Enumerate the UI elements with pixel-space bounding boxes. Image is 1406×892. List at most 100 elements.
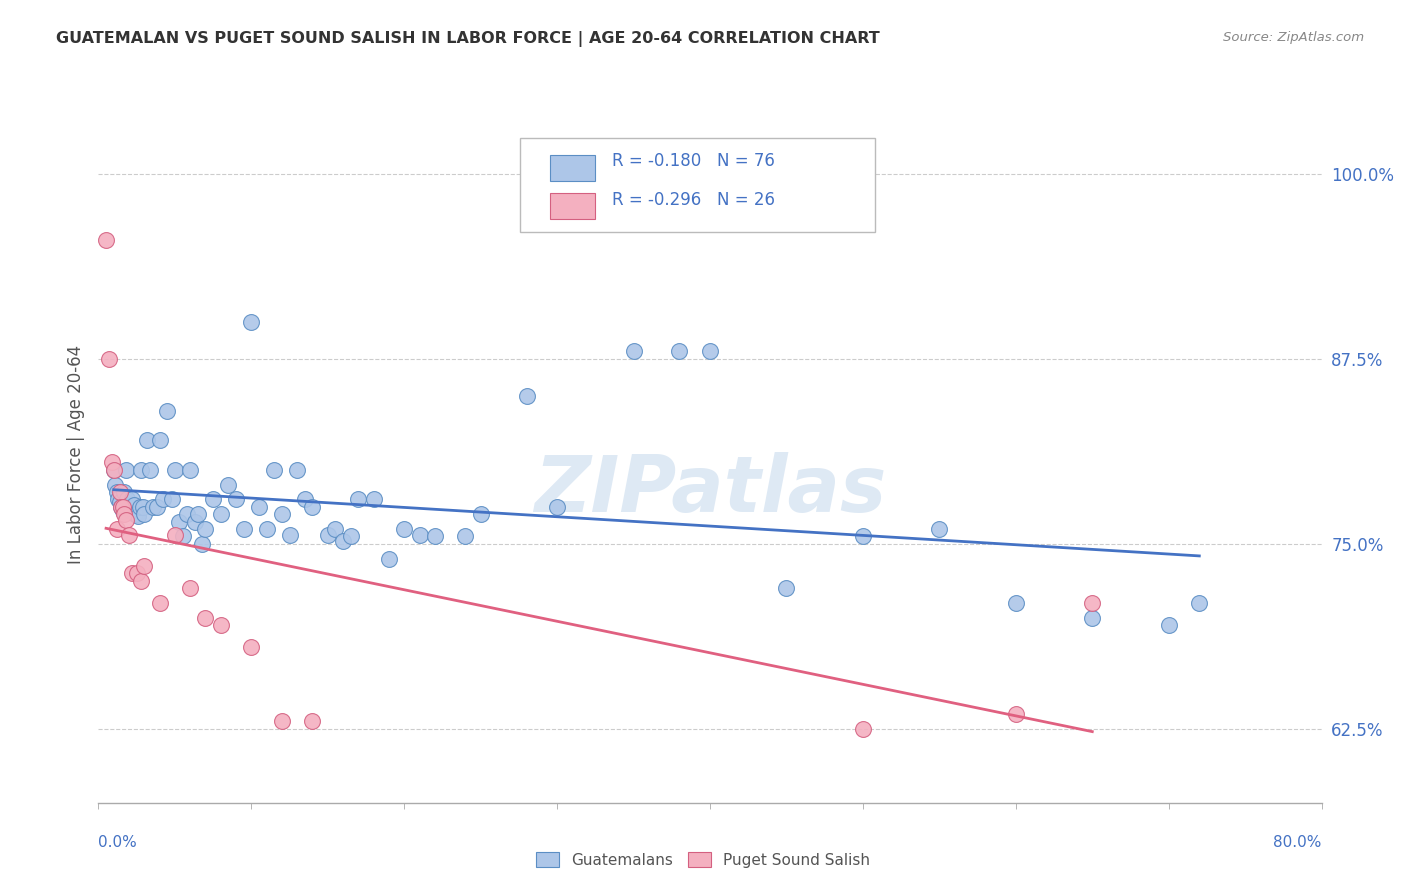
Point <box>121 566 143 581</box>
Point <box>325 522 347 536</box>
Point <box>179 463 201 477</box>
Point <box>347 492 370 507</box>
Point <box>408 528 430 542</box>
Point <box>163 463 186 477</box>
Point <box>105 522 128 536</box>
Point <box>118 528 141 542</box>
Point <box>149 596 172 610</box>
Point <box>1188 596 1211 610</box>
Point <box>232 522 254 536</box>
FancyBboxPatch shape <box>550 155 595 181</box>
Point <box>516 389 538 403</box>
Point <box>163 528 186 542</box>
Point <box>120 504 142 518</box>
Point <box>202 492 225 507</box>
Point <box>104 477 127 491</box>
Point <box>176 507 198 521</box>
Point <box>127 508 149 523</box>
Point <box>107 492 129 507</box>
Point <box>110 500 132 514</box>
Point <box>94 233 117 247</box>
Point <box>378 551 401 566</box>
Point <box>184 515 207 529</box>
Point <box>332 533 354 548</box>
Point <box>103 463 125 477</box>
Point <box>194 611 217 625</box>
Point <box>136 433 159 447</box>
Point <box>129 463 152 477</box>
Point <box>179 581 201 595</box>
Point <box>101 455 124 469</box>
Point <box>142 500 165 514</box>
Point <box>139 463 162 477</box>
Point <box>668 344 690 359</box>
Point <box>111 504 134 518</box>
Text: R = -0.296   N = 26: R = -0.296 N = 26 <box>612 191 775 209</box>
Point <box>775 581 797 595</box>
Point <box>1004 596 1026 610</box>
Point <box>240 640 263 655</box>
Point <box>112 484 135 499</box>
Y-axis label: In Labor Force | Age 20-64: In Labor Force | Age 20-64 <box>66 345 84 565</box>
Point <box>240 315 263 329</box>
Point <box>423 529 446 543</box>
Point <box>699 344 721 359</box>
Text: R = -0.180   N = 76: R = -0.180 N = 76 <box>612 152 775 169</box>
Point <box>134 558 156 573</box>
Point <box>928 522 950 536</box>
Point <box>191 537 214 551</box>
Point <box>1081 596 1104 610</box>
Point <box>623 344 645 359</box>
Point <box>103 463 125 477</box>
Point <box>194 522 217 536</box>
Point <box>285 463 308 477</box>
Point <box>270 507 292 521</box>
Legend: Guatemalans, Puget Sound Salish: Guatemalans, Puget Sound Salish <box>529 844 877 875</box>
Point <box>115 463 138 477</box>
Point <box>115 513 138 527</box>
Point <box>247 500 270 514</box>
Point <box>128 500 150 514</box>
Text: Source: ZipAtlas.com: Source: ZipAtlas.com <box>1223 31 1364 45</box>
Point <box>316 528 339 542</box>
Point <box>105 484 128 499</box>
Point <box>108 484 131 499</box>
Point <box>134 507 156 521</box>
Point <box>149 433 172 447</box>
Point <box>132 500 155 514</box>
Point <box>301 714 323 729</box>
Point <box>256 522 278 536</box>
Point <box>470 507 492 521</box>
Point <box>108 495 131 509</box>
Point <box>121 492 143 507</box>
Point <box>169 515 191 529</box>
Point <box>217 477 239 491</box>
Point <box>172 529 194 543</box>
Text: 80.0%: 80.0% <box>1274 836 1322 850</box>
Point <box>160 492 183 507</box>
Point <box>270 714 292 729</box>
Point <box>111 500 134 514</box>
Point <box>122 498 145 512</box>
Point <box>209 618 232 632</box>
Point <box>392 522 416 536</box>
Point <box>118 500 141 514</box>
Point <box>225 492 247 507</box>
Point <box>152 492 174 507</box>
Point <box>852 529 875 543</box>
Point <box>124 507 146 521</box>
FancyBboxPatch shape <box>520 138 875 232</box>
Point <box>156 403 179 417</box>
Point <box>187 507 209 521</box>
Point <box>110 500 132 514</box>
Point <box>339 529 361 543</box>
Point <box>209 507 232 521</box>
Point <box>454 529 477 543</box>
Point <box>546 500 568 514</box>
Point <box>1157 618 1180 632</box>
Point <box>1081 611 1104 625</box>
Point <box>125 566 148 581</box>
Point <box>117 492 139 507</box>
Point <box>98 351 121 366</box>
Text: 0.0%: 0.0% <box>98 836 138 850</box>
